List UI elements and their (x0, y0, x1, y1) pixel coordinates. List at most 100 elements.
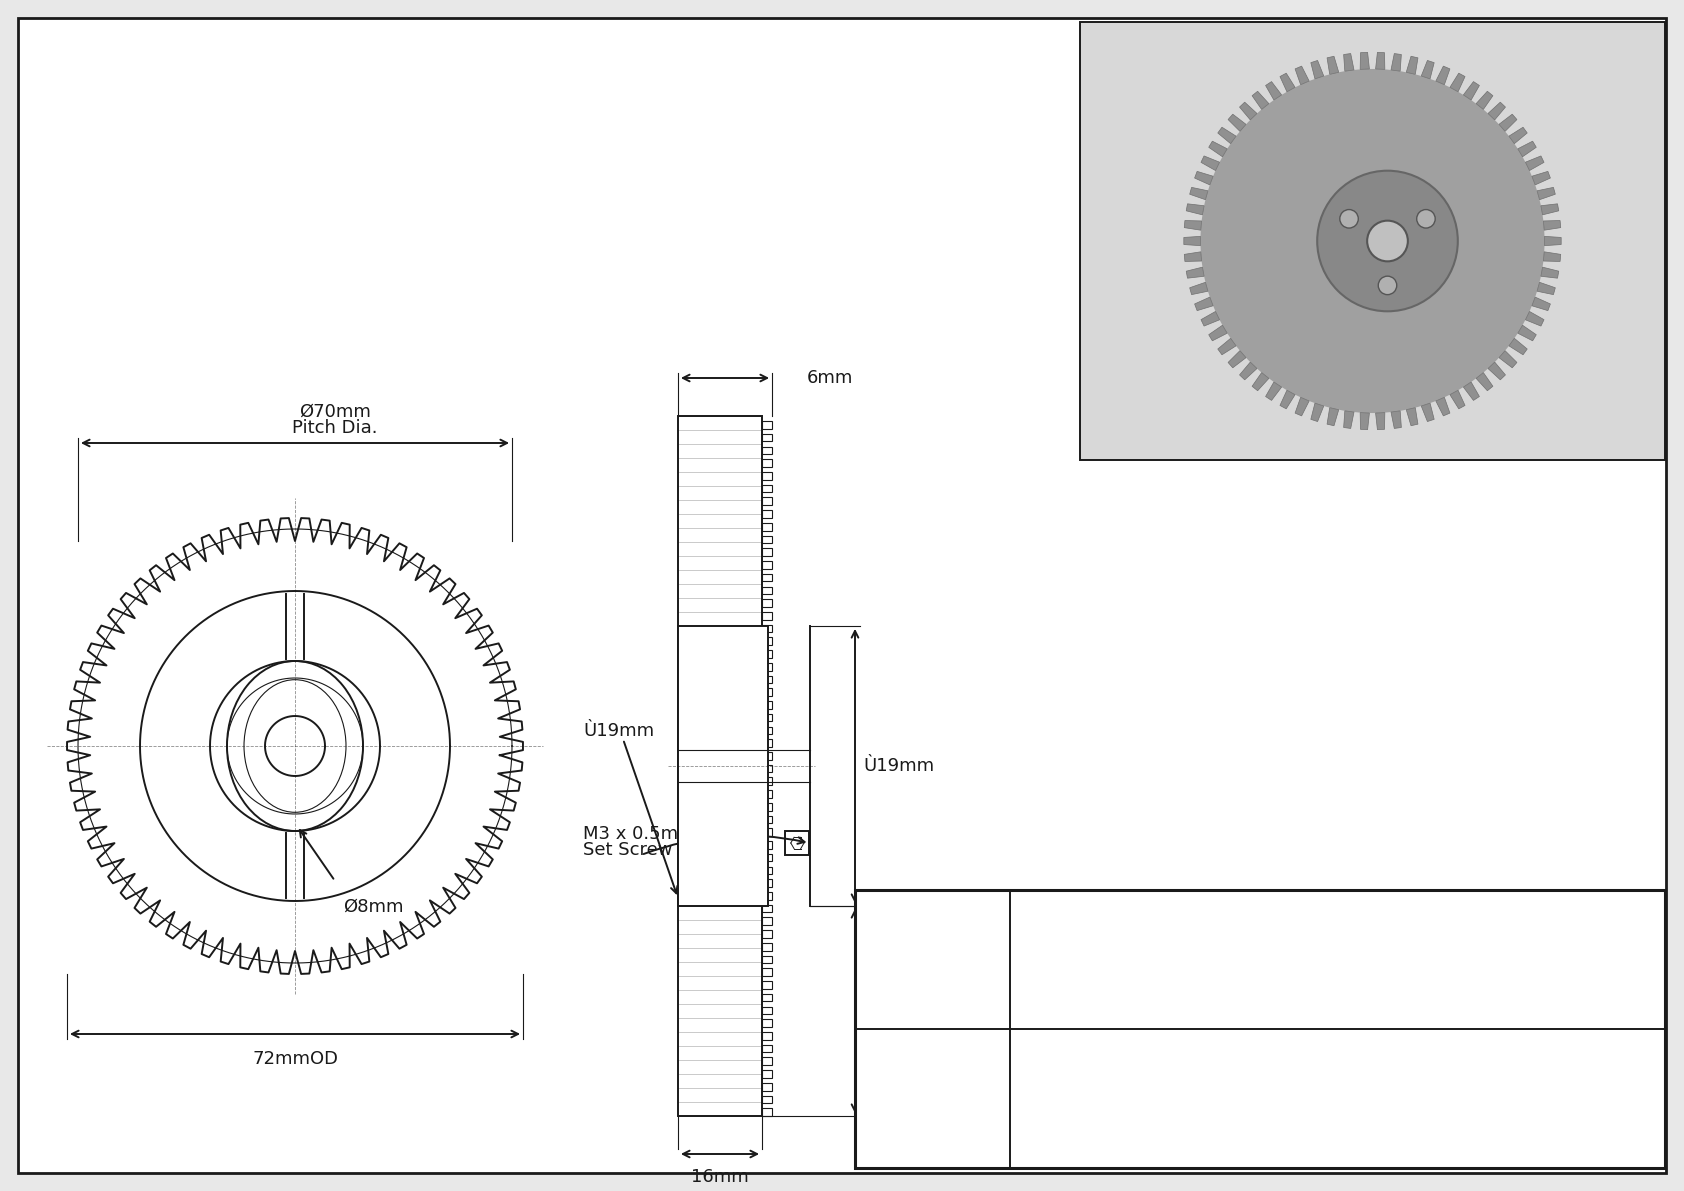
Polygon shape (1450, 73, 1465, 92)
Polygon shape (1526, 156, 1544, 170)
Polygon shape (1477, 373, 1494, 391)
Polygon shape (1391, 54, 1401, 71)
Bar (761, 1096, 771, 1103)
Circle shape (1340, 210, 1359, 227)
Polygon shape (1295, 398, 1308, 416)
Polygon shape (1436, 398, 1450, 416)
Bar (761, 917, 771, 925)
Bar (761, 790, 771, 798)
Polygon shape (1266, 382, 1282, 400)
Text: Gears: Gears (1314, 1131, 1362, 1149)
Polygon shape (1209, 325, 1228, 341)
Bar (761, 586, 771, 594)
Bar (761, 447, 771, 454)
Bar (761, 422, 771, 429)
Polygon shape (1280, 73, 1295, 92)
Polygon shape (1266, 82, 1282, 100)
Text: 6mm: 6mm (807, 369, 854, 387)
Bar (761, 765, 771, 773)
Circle shape (1201, 69, 1544, 413)
Polygon shape (1421, 403, 1435, 422)
Bar (761, 675, 771, 684)
Text: Set Screw: Set Screw (583, 841, 672, 859)
Polygon shape (1544, 236, 1561, 245)
Text: LILY: LILY (864, 933, 985, 986)
Bar (761, 892, 771, 899)
Polygon shape (1463, 82, 1480, 100)
Bar (761, 625, 771, 632)
Polygon shape (1201, 156, 1219, 170)
Polygon shape (1189, 187, 1207, 200)
Polygon shape (1184, 236, 1201, 245)
Bar (761, 434, 771, 442)
Polygon shape (1509, 127, 1527, 144)
Polygon shape (1537, 187, 1556, 200)
Bar (761, 905, 771, 912)
Text: Number: Number (899, 1117, 967, 1135)
Bar (1079, 21, 1665, 460)
Polygon shape (1421, 61, 1435, 79)
Polygon shape (1310, 403, 1324, 422)
Polygon shape (1218, 338, 1236, 355)
Text: CGGCNDIB: CGGCNDIB (1276, 1083, 1399, 1103)
Polygon shape (1499, 350, 1517, 368)
Text: Ù19mm: Ù19mm (862, 757, 935, 775)
Polygon shape (1184, 251, 1202, 262)
Polygon shape (1218, 127, 1236, 144)
Polygon shape (1499, 114, 1517, 131)
Text: M3 x 0.5mm: M3 x 0.5mm (583, 825, 695, 843)
Bar (761, 955, 771, 964)
Text: Email: lilybearing@lily-bearing.com: Email: lilybearing@lily-bearing.com (1202, 983, 1474, 998)
Bar (761, 1045, 771, 1053)
Bar (761, 574, 771, 581)
Text: 10mm: 10mm (862, 1002, 921, 1019)
Polygon shape (1184, 220, 1202, 230)
Bar (761, 803, 771, 811)
Bar (761, 841, 771, 849)
Polygon shape (1541, 204, 1559, 214)
Text: SHANGHAI LILY BEARING LIMITED: SHANGHAI LILY BEARING LIMITED (1180, 934, 1494, 952)
Bar (761, 713, 771, 722)
Bar (761, 650, 771, 657)
Bar (761, 663, 771, 671)
Polygon shape (1344, 54, 1354, 71)
Bar (761, 993, 771, 1002)
Polygon shape (1489, 102, 1505, 120)
Bar (761, 485, 771, 492)
Polygon shape (1463, 382, 1480, 400)
Polygon shape (1327, 407, 1339, 425)
Polygon shape (1194, 297, 1212, 311)
Text: Pitch Dia.: Pitch Dia. (293, 419, 377, 437)
Polygon shape (1253, 92, 1268, 110)
Bar (761, 637, 771, 646)
Bar (679, 626, 768, 906)
Polygon shape (1327, 56, 1339, 74)
Bar (761, 548, 771, 556)
Bar (761, 981, 771, 989)
Polygon shape (1537, 282, 1556, 294)
Bar (761, 472, 771, 480)
Bar (761, 854, 771, 861)
Polygon shape (1253, 373, 1268, 391)
Bar (761, 498, 771, 505)
Bar (761, 943, 771, 950)
Bar (761, 1071, 771, 1078)
Circle shape (1317, 170, 1458, 311)
Polygon shape (1543, 251, 1561, 262)
Polygon shape (1526, 312, 1544, 326)
Bar (761, 778, 771, 785)
Polygon shape (1477, 92, 1494, 110)
Bar (761, 1006, 771, 1015)
Bar (761, 816, 771, 823)
Bar (761, 510, 771, 518)
Bar (761, 968, 771, 975)
Text: 16mm: 16mm (690, 1168, 749, 1186)
Polygon shape (1361, 52, 1369, 69)
Polygon shape (1194, 172, 1212, 185)
Bar (761, 752, 771, 760)
Polygon shape (1543, 220, 1561, 230)
Bar (761, 701, 771, 709)
Bar (761, 1109, 771, 1116)
Bar (761, 523, 771, 530)
Bar (761, 460, 771, 467)
